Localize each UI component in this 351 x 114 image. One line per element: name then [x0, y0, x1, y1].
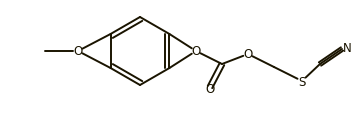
Text: O: O — [205, 83, 214, 96]
Text: S: S — [298, 75, 306, 88]
Text: N: N — [343, 42, 351, 55]
Text: O: O — [243, 48, 253, 61]
Text: O: O — [73, 45, 82, 58]
Text: O: O — [191, 45, 201, 58]
